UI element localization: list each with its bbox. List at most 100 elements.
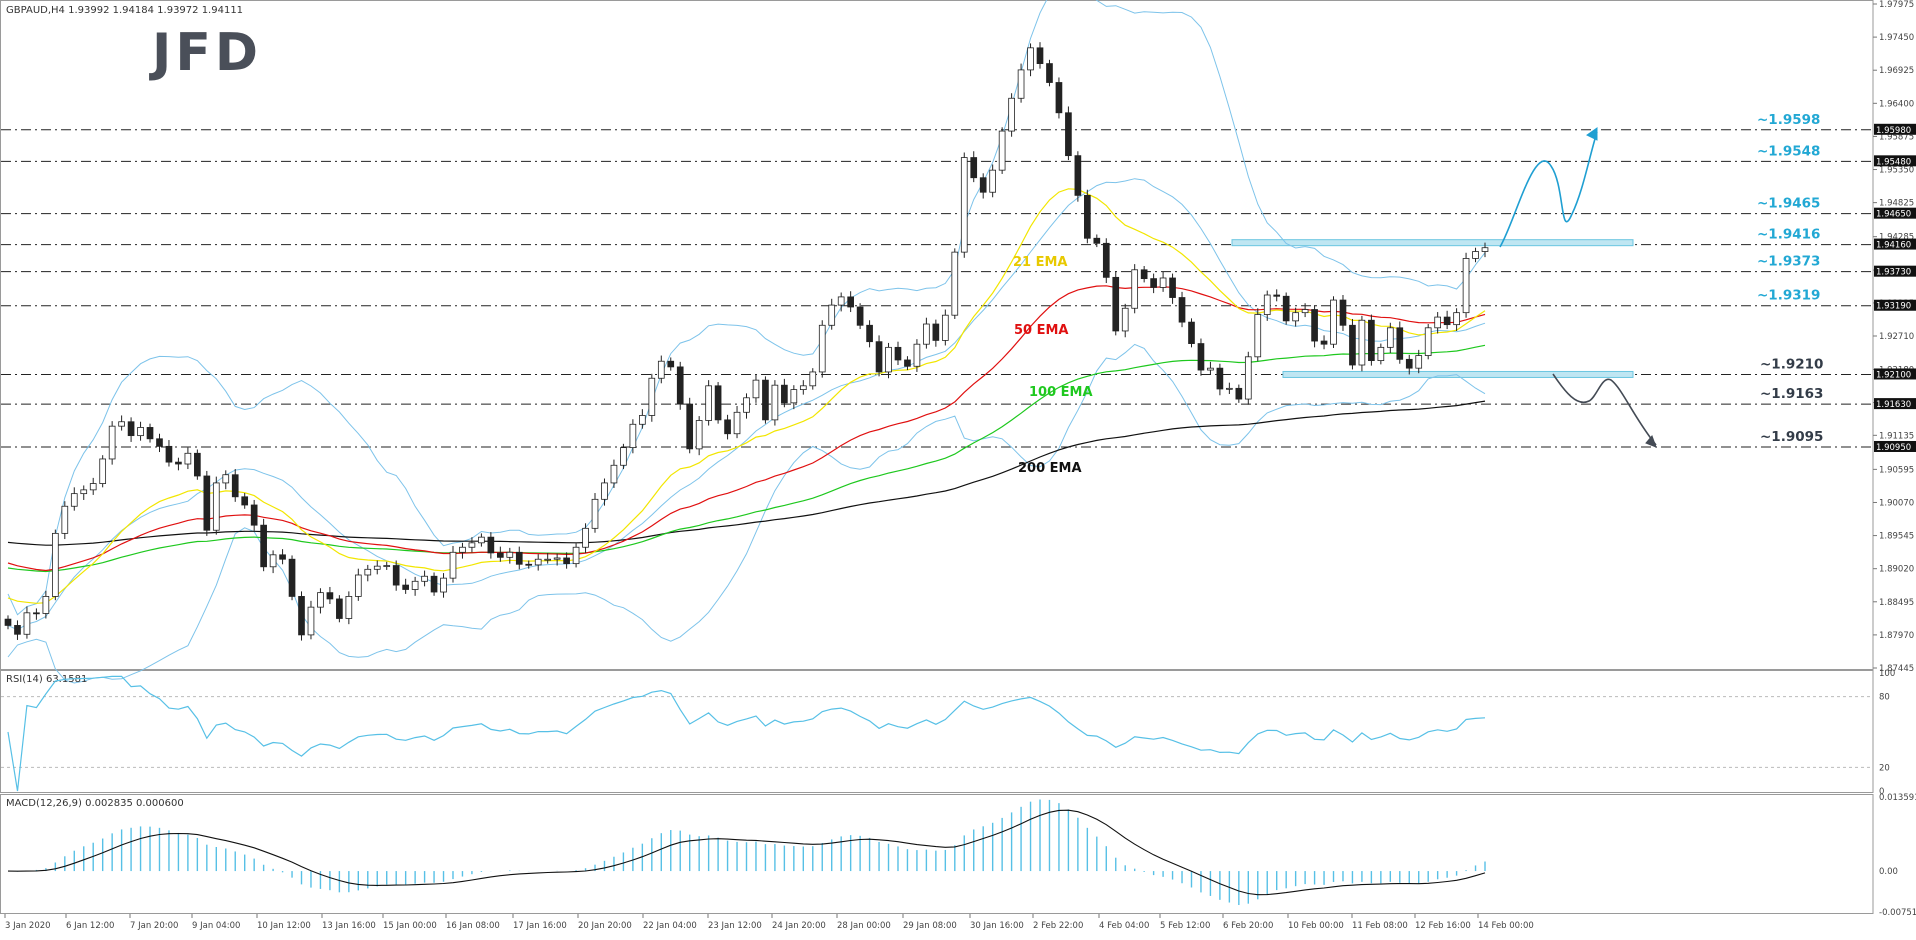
candle-bearish (146, 427, 154, 440)
candle-bullish (620, 447, 627, 466)
candle-bullish (733, 411, 741, 435)
candle-bearish (33, 612, 40, 615)
candle-bullish (951, 251, 959, 316)
candle-bullish (828, 304, 836, 326)
candle-bearish (250, 504, 258, 526)
candle-bullish (799, 385, 807, 390)
time-label: 28 Jan 00:00 (837, 921, 891, 931)
candle-bullish (317, 592, 324, 608)
candle-bearish (1349, 324, 1356, 366)
candle-bullish (1301, 309, 1309, 314)
candle-bearish (525, 563, 533, 566)
price-tick-label: 1.94825 (1879, 199, 1914, 209)
candle-bullish (1244, 356, 1252, 400)
macd-header: MACD(12,26,9) 0.002835 0.000600 (6, 798, 184, 809)
candle-bullish (771, 384, 779, 421)
price-tick-label: 1.90595 (1879, 465, 1914, 475)
price-level-badge-label: 1.92100 (1876, 370, 1911, 380)
time-label: 14 Feb 00:00 (1478, 921, 1534, 931)
candle-bearish (1443, 316, 1451, 326)
candle-bearish (231, 474, 239, 498)
time-label: 29 Jan 08:00 (903, 921, 957, 931)
level-label: ~1.9163 (1760, 386, 1823, 402)
candle-bearish (686, 403, 694, 450)
level-label: ~1.9095 (1760, 429, 1823, 445)
candle-bearish (402, 584, 409, 590)
candle-bullish (648, 377, 656, 416)
candle-bullish (752, 379, 760, 399)
range-bottom-band (1282, 370, 1634, 378)
candle-bearish (515, 551, 523, 565)
price-level-badge (1874, 155, 1916, 167)
candle-bearish (1273, 294, 1281, 297)
candle-bearish (1055, 82, 1063, 114)
candle-bearish (847, 296, 854, 308)
candle-bullish (989, 169, 997, 193)
macd-axis-label: 0.00 (1879, 867, 1898, 877)
price-tick-label: 1.91135 (1879, 431, 1914, 441)
macd-pane: MACD(12,26,9) 0.002835 0.000600 0.013591 0… (6, 793, 1916, 918)
price-tick-label: 1.94285 (1879, 233, 1914, 243)
candle-bullish (885, 346, 892, 373)
level-label: ~1.9598 (1757, 112, 1820, 128)
candle-bearish (714, 385, 722, 421)
candle-bullish (449, 551, 457, 579)
level-label: ~1.9319 (1757, 288, 1820, 304)
level-label: ~1.9416 (1757, 227, 1820, 243)
candle-bullish (212, 482, 220, 531)
macd-axis-label: -0.007511 (1879, 908, 1916, 918)
candle-bullish (1386, 327, 1394, 348)
level-label: ~1.9373 (1757, 254, 1820, 270)
candle-bullish (591, 498, 599, 529)
bollinger-upper (7, 0, 1486, 616)
price-tick-label: 1.96400 (1879, 99, 1914, 109)
rsi-header: RSI(14) 63.1581 (6, 674, 87, 685)
ema-21-line (7, 188, 1486, 604)
candle-bullish (572, 546, 580, 565)
macd-signal-line (7, 809, 1486, 896)
range-top-band (1231, 239, 1634, 247)
price-level-badge-label: 1.94160 (1876, 241, 1911, 251)
time-label: 7 Jan 20:00 (130, 921, 178, 931)
candle-bearish (1405, 358, 1413, 369)
time-label: 6 Jan 12:00 (66, 921, 114, 931)
candle-bearish (1093, 237, 1101, 244)
candle-bullish (184, 452, 192, 465)
time-label: 22 Jan 04:00 (643, 921, 697, 931)
candle-bullish (1434, 316, 1441, 329)
price-tick-label: 1.92710 (1879, 332, 1914, 342)
price-tick-label: 1.96925 (1879, 66, 1914, 76)
candle-bullish (1159, 277, 1167, 288)
candle-bullish (1121, 307, 1129, 332)
candle-bearish (326, 592, 334, 600)
candle-bullish (1131, 269, 1139, 309)
candle-bearish (14, 625, 21, 635)
price-level-badge-label: 1.95980 (1876, 126, 1911, 136)
candle-bearish (762, 379, 769, 421)
candle-bullish (373, 565, 381, 570)
price-tick-label: 1.90070 (1879, 498, 1914, 508)
ema-100-line (7, 344, 1486, 573)
candle-bullish (837, 296, 845, 306)
candle-bearish (781, 384, 788, 404)
candle-bearish (970, 157, 978, 179)
candle-bearish (241, 496, 249, 506)
price-level-badge (1874, 265, 1916, 277)
price-level-badge (1874, 368, 1916, 380)
candle-bullish (941, 314, 949, 341)
candle-bearish (1282, 295, 1290, 322)
candle-bearish (203, 475, 211, 531)
candle-bearish (1235, 387, 1243, 400)
candle-bullish (913, 343, 921, 367)
candle-bullish (222, 474, 230, 484)
candle-bullish (440, 577, 447, 593)
candle-bearish (392, 565, 400, 586)
candle-bearish (866, 324, 873, 343)
candle-bullish (998, 130, 1006, 171)
candle-bullish (52, 532, 59, 597)
macd-axis-label: 0.013591 (1879, 793, 1916, 803)
candle-bullish (790, 389, 798, 404)
level-lines: 1.95980 ~1.9598 1.95480 ~1.9548 1.94650 ~1.94… (1, 112, 1916, 453)
